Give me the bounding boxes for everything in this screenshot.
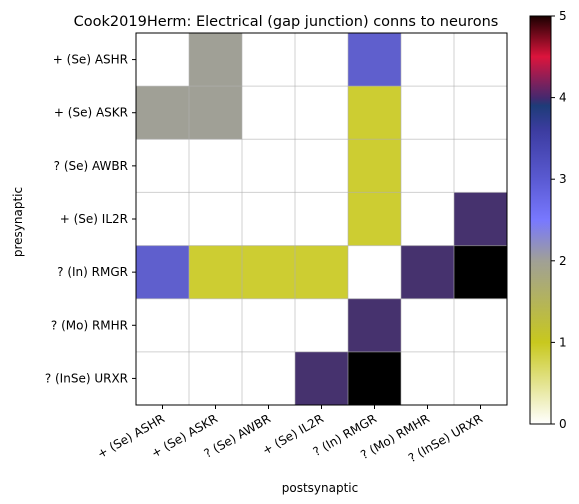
heatmap-cell	[401, 298, 455, 353]
heatmap-cell	[348, 33, 402, 87]
heatmap-cell	[242, 298, 296, 353]
heatmap-cell	[189, 192, 243, 247]
heatmap-cell	[295, 351, 349, 406]
heatmap-cell	[189, 298, 243, 353]
colorbar-tick-label: 1	[559, 335, 567, 349]
heatmap-cell	[401, 139, 455, 193]
heatmap-cell	[348, 351, 402, 406]
heatmap-cell	[295, 86, 349, 140]
heatmap-cell	[295, 245, 349, 300]
heatmap-cell	[136, 33, 190, 87]
heatmap-cell	[242, 139, 296, 193]
heatmap-cell	[136, 245, 190, 300]
colorbar-tick-label: 0	[559, 417, 567, 431]
heatmap-cell	[242, 192, 296, 247]
heatmap-cell	[136, 139, 190, 193]
y-tick-label: + (Se) IL2R	[60, 212, 128, 226]
y-tick-label: + (Se) ASKR	[54, 106, 128, 120]
heatmap-cell	[454, 351, 508, 406]
chart-title: Cook2019Herm: Electrical (gap junction) …	[74, 14, 499, 30]
y-tick-label: ? (Mo) RMHR	[51, 318, 128, 332]
heatmap-cell	[242, 86, 296, 140]
heatmap-cell	[401, 33, 455, 87]
heatmap-cell	[401, 192, 455, 247]
heatmap-cell	[136, 86, 190, 140]
y-tick-label: ? (InSe) URXR	[45, 371, 128, 385]
heatmap-cell	[348, 192, 402, 247]
heatmap-cell	[189, 139, 243, 193]
heatmap-cell	[348, 139, 402, 193]
heatmap-cell	[454, 86, 508, 140]
heatmap-cell	[189, 351, 243, 406]
heatmap-cell	[189, 86, 243, 140]
y-axis-ticks: + (Se) ASHR + (Se) ASKR ? (Se) AWBR + (Se) …	[45, 53, 136, 385]
heatmap-cell	[348, 86, 402, 140]
heatmap-cell	[401, 245, 455, 300]
colorbar-tick-label: 2	[559, 254, 567, 268]
colorbar-tick-label: 4	[559, 91, 567, 105]
y-tick-label: + (Se) ASHR	[53, 53, 128, 67]
heatmap-cell	[348, 245, 402, 300]
heatmap-cell	[242, 351, 296, 406]
colorbar-ticks: 0 1 2 3 4 5	[551, 9, 567, 431]
heatmap-cell	[454, 192, 508, 247]
colorbar	[529, 15, 552, 425]
heatmap-cell	[348, 298, 402, 353]
heatmap-cells	[136, 33, 508, 406]
heatmap-cell	[189, 245, 243, 300]
heatmap-cell	[136, 351, 190, 406]
y-tick-label: ? (Se) AWBR	[54, 159, 128, 173]
heatmap-cell	[295, 298, 349, 353]
y-axis-label: presynaptic	[11, 187, 25, 257]
heatmap-cell	[295, 192, 349, 247]
heatmap-cell	[136, 192, 190, 247]
gridlines	[136, 33, 507, 405]
colorbar-tick-label: 5	[559, 9, 567, 23]
heatmap-cell	[454, 245, 508, 300]
y-tick-label: ? (In) RMGR	[57, 265, 128, 279]
colorbar-tick-label: 3	[559, 172, 567, 186]
x-axis-ticks: + (Se) ASHR+ (Se) ASKR? (Se) AWBR+ (Se) …	[95, 405, 485, 465]
heatmap-cell	[295, 33, 349, 87]
heatmap-cell	[401, 351, 455, 406]
heatmap-cell	[189, 33, 243, 87]
heatmap-cell	[454, 139, 508, 193]
heatmap-cell	[242, 33, 296, 87]
heatmap-cell	[401, 86, 455, 140]
heatmap-cell	[295, 139, 349, 193]
heatmap-cell	[454, 33, 508, 87]
heatmap-cell	[454, 298, 508, 353]
x-axis-label: postsynaptic	[282, 481, 358, 495]
heatmap-cell	[136, 298, 190, 353]
heatmap-cell	[242, 245, 296, 300]
